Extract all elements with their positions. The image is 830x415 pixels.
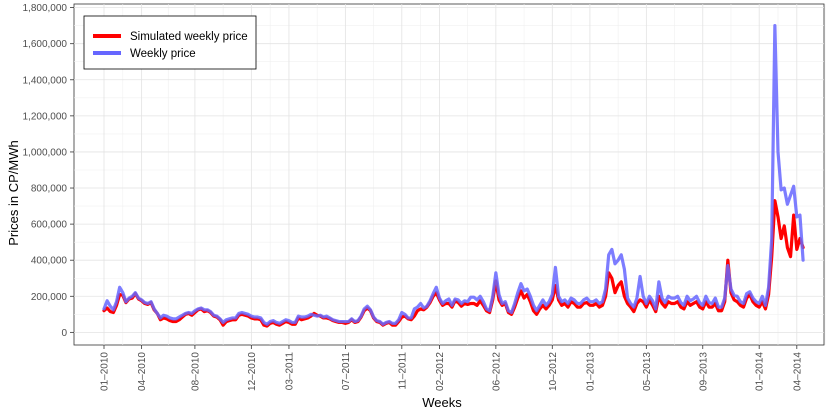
y-tick-label: 600,000	[31, 220, 68, 231]
legend-label-weekly: Weekly price	[130, 48, 196, 60]
x-tick-label: 11–2011	[397, 352, 408, 390]
y-tick-label: 800,000	[31, 184, 68, 195]
y-tick-label: 1,200,000	[23, 111, 68, 122]
x-tick-label: 01–2010	[100, 352, 111, 391]
x-axis: 01–2010 04–2010 08–2010 12–2010 03–2011 07–20…	[100, 4, 803, 391]
x-tick-label: 09–2013	[698, 352, 709, 391]
x-tick-label: 10–2012	[548, 352, 559, 391]
y-tick-label: 1,600,000	[23, 39, 68, 50]
y-tick-label: 400,000	[31, 256, 68, 267]
x-tick-label: 01–2014	[755, 352, 766, 391]
x-tick-label: 06–2012	[491, 352, 502, 391]
x-tick-label: 05–2013	[642, 352, 653, 391]
y-axis-title: Prices in CP/MWh	[6, 140, 21, 245]
series-line-weekly-price	[102, 24, 805, 326]
y-tick-label: 0	[61, 328, 67, 339]
y-tick-label: 1,000,000	[23, 147, 68, 158]
x-tick-label: 02–2012	[435, 352, 446, 391]
x-tick-label: 04–2014	[792, 352, 803, 391]
legend-label-simulated: Simulated weekly price	[130, 31, 248, 43]
x-tick-label: 01–2013	[585, 352, 596, 391]
y-tick-label: 200,000	[31, 292, 68, 303]
legend: Simulated weekly price Weekly price	[83, 15, 257, 70]
x-tick-label: 08–2010	[190, 352, 201, 391]
x-tick-label: 04–2010	[137, 352, 148, 391]
y-axis: 0 200,000 400,000 600,000 800,000 1,000,000 1,…	[23, 3, 824, 339]
x-axis-title: Weeks	[422, 395, 462, 410]
y-tick-label: 1,800,000	[23, 3, 68, 14]
series-layer	[102, 24, 805, 328]
x-tick-label: 03–2011	[284, 352, 295, 391]
y-tick-label: 1,400,000	[23, 75, 68, 86]
legend-box	[83, 15, 257, 70]
x-tick-label: 07–2011	[341, 352, 352, 391]
x-tick-label: 12–2010	[247, 352, 258, 391]
